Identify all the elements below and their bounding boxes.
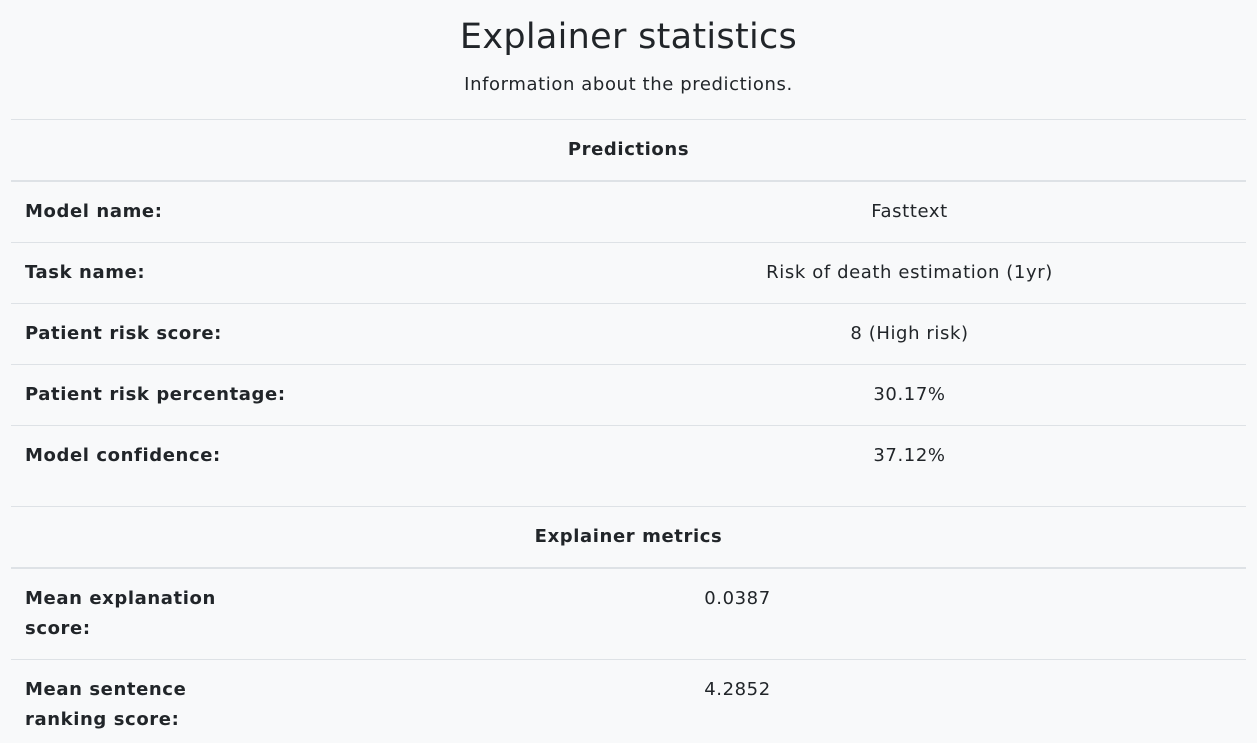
divider <box>11 425 1246 426</box>
task-name-label: Task name: <box>25 262 146 283</box>
label-line: score: <box>25 618 91 639</box>
divider <box>11 119 1246 120</box>
label-line: ranking score: <box>25 709 180 730</box>
divider <box>11 242 1246 243</box>
model-name-label: Model name: <box>25 201 163 222</box>
divider <box>11 303 1246 304</box>
divider <box>11 567 1246 569</box>
label-line: Mean sentence <box>25 679 187 700</box>
divider <box>11 180 1246 182</box>
patient-risk-score-value: 8 (High risk) <box>850 323 969 344</box>
divider <box>11 506 1246 507</box>
mean-explanation-score-label: Mean explanation score: <box>25 584 216 644</box>
model-confidence-value: 37.12% <box>873 445 946 466</box>
mean-sentence-ranking-score-label: Mean sentence ranking score: <box>25 675 186 735</box>
divider <box>11 659 1246 660</box>
model-confidence-label: Model confidence: <box>25 445 221 466</box>
divider <box>11 364 1246 365</box>
page-subtitle: Information about the predictions. <box>464 74 793 95</box>
mean-explanation-score-value: 0.0387 <box>704 588 771 609</box>
patient-risk-score-label: Patient risk score: <box>25 323 222 344</box>
patient-risk-percentage-label: Patient risk percentage: <box>25 384 286 405</box>
task-name-value: Risk of death estimation (1yr) <box>766 262 1053 283</box>
label-line: Mean explanation <box>25 588 216 609</box>
predictions-heading: Predictions <box>567 139 690 160</box>
model-name-value: Fasttext <box>871 201 948 222</box>
page-title: Explainer statistics <box>459 17 798 57</box>
mean-sentence-ranking-score-value: 4.2852 <box>704 679 771 700</box>
patient-risk-percentage-value: 30.17% <box>873 384 946 405</box>
explainer-metrics-heading: Explainer metrics <box>534 526 723 547</box>
